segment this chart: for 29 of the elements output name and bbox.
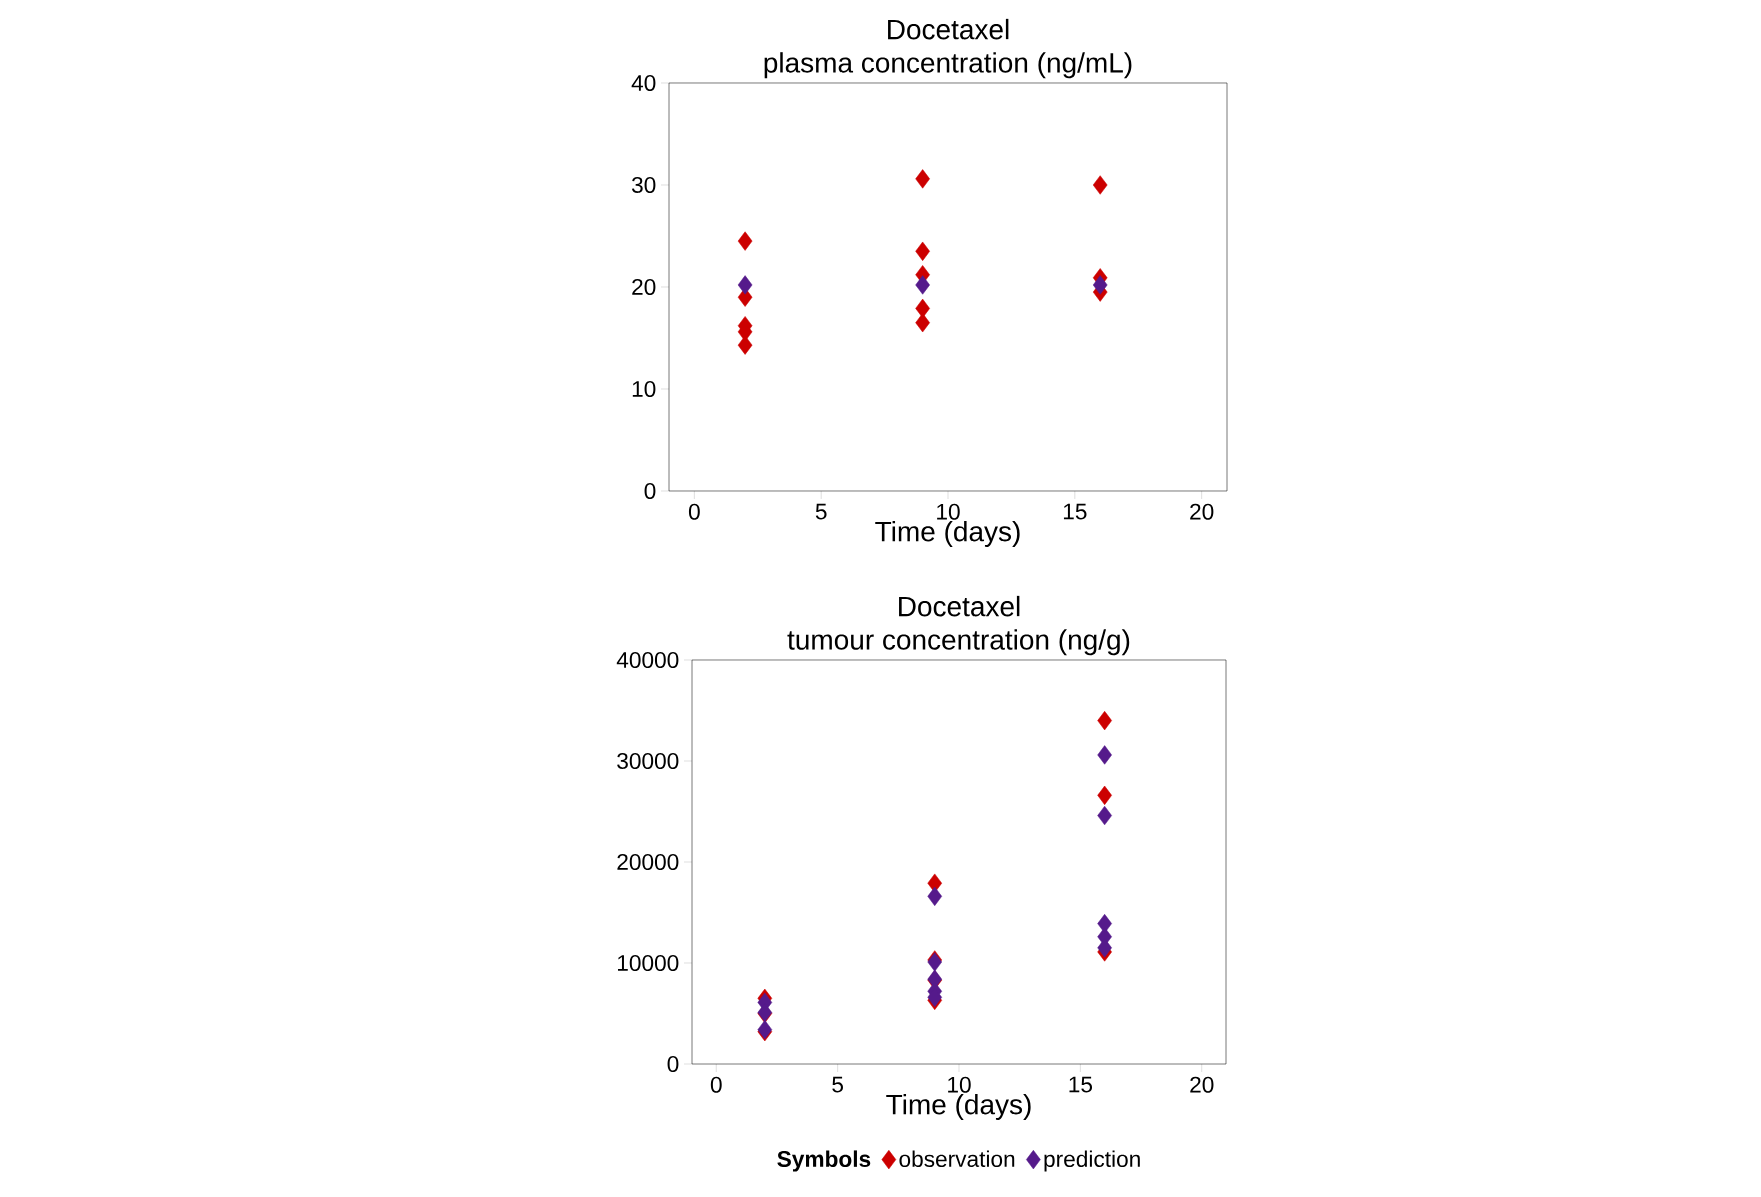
- x-tick-label: 10: [948, 1076, 971, 1093]
- legend-label: prediction: [1044, 1150, 1140, 1172]
- y-tick-label: 10: [632, 380, 656, 398]
- x-tick-label: 5: [815, 503, 827, 520]
- chart-title: Docetaxel: [888, 18, 1009, 40]
- x-tick-label: 20: [1190, 503, 1214, 520]
- legend-label: observation: [899, 1150, 1015, 1168]
- legend-title: Symbols: [777, 1150, 871, 1172]
- y-tick-label: 30: [631, 176, 656, 194]
- x-axis-title: Time (days): [886, 1093, 1031, 1121]
- y-tick-label: 20000: [617, 853, 679, 871]
- x-tick-label: 15: [1063, 503, 1087, 520]
- y-tick-label: 10000: [618, 954, 679, 972]
- x-tick-label: 0: [710, 1076, 722, 1093]
- y-tick-label: 0: [667, 1055, 679, 1073]
- x-tick-label: 20: [1190, 1076, 1214, 1093]
- x-tick-label: 0: [688, 503, 700, 520]
- y-tick-label: 30000: [617, 752, 679, 770]
- y-tick-label: 40000: [616, 651, 679, 669]
- chart-subtitle: tumour concentration (ng/g): [787, 629, 1130, 656]
- x-axis-title: Time (days): [875, 520, 1020, 548]
- chart-subtitle: plasma concentration (ng/mL): [764, 52, 1132, 79]
- x-tick-label: 5: [832, 1076, 843, 1093]
- x-tick-label: 10: [937, 503, 960, 520]
- y-tick-label: 0: [644, 482, 656, 500]
- y-tick-label: 20: [632, 278, 656, 296]
- y-tick-label: 40: [631, 74, 656, 92]
- x-tick-label: 15: [1069, 1076, 1093, 1093]
- chart-title: Docetaxel: [899, 595, 1020, 617]
